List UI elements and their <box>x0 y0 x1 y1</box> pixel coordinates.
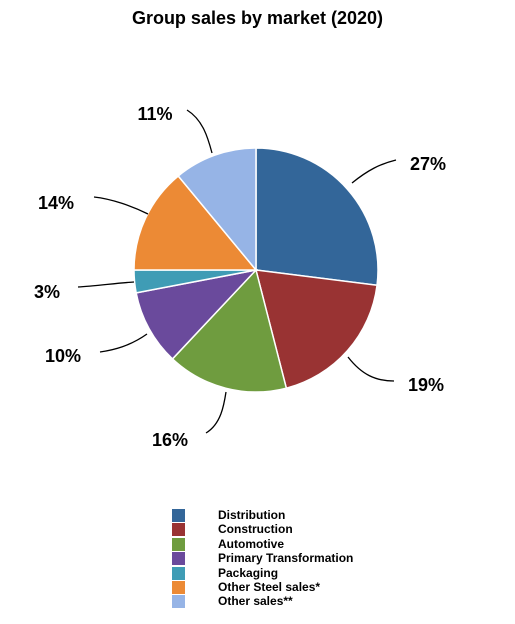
leader-line <box>77 281 135 288</box>
legend-swatch <box>172 523 185 537</box>
pie-slice-automotive <box>171 268 288 393</box>
legend-swatch <box>172 509 185 522</box>
legend-label: Other sales** <box>218 594 293 609</box>
legend-swatch <box>172 595 185 609</box>
data-label: 11% <box>137 104 172 124</box>
legend-label: Primary Transformation <box>218 551 354 566</box>
legend-label: Automotive <box>218 536 284 551</box>
leader-line <box>99 333 148 353</box>
pie-slice-construction <box>254 269 378 390</box>
leader-line <box>93 196 149 215</box>
legend-label: Packaging <box>218 565 279 580</box>
data-label: 3% <box>34 282 60 302</box>
legend-label: Distribution <box>218 508 286 522</box>
leader-line <box>186 109 213 154</box>
pie-slice-primary-transformation <box>135 268 259 360</box>
data-label: 14% <box>38 193 74 213</box>
legend-swatch <box>172 552 185 566</box>
legend-swatch <box>172 537 185 551</box>
legend-swatch <box>172 580 185 594</box>
legend-label: Construction <box>218 522 293 537</box>
pie-slice-other-steel-sales <box>133 174 258 271</box>
pie-slice-distribution <box>255 147 379 287</box>
leader-line <box>351 159 397 184</box>
pie-slice-other-sales <box>177 147 257 273</box>
data-label: 10% <box>45 346 81 366</box>
data-label: 27% <box>410 154 446 174</box>
leader-line <box>347 356 395 382</box>
data-label: 16% <box>152 430 188 450</box>
legend-label: Other Steel sales* <box>218 579 321 594</box>
legend-swatch <box>172 566 185 580</box>
chart-title: Group sales by market (2020) <box>131 8 384 28</box>
data-label: 19% <box>408 375 444 395</box>
leader-line <box>205 391 227 434</box>
